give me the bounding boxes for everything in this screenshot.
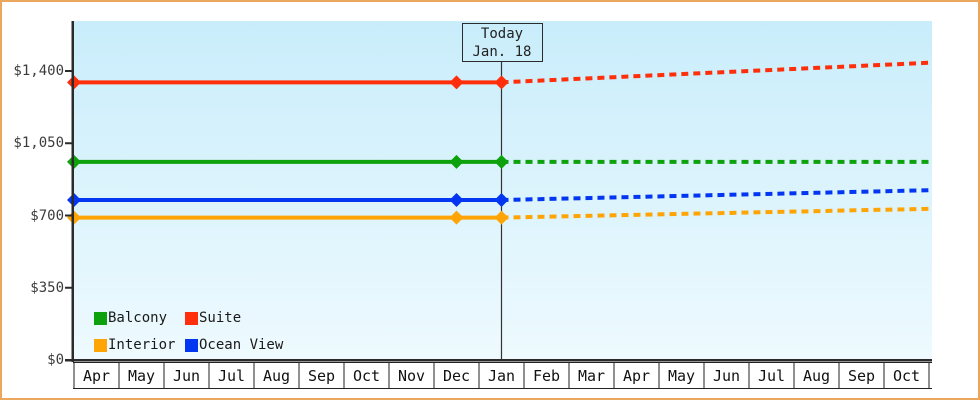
x-axis-month-cell: Apr — [622, 367, 651, 385]
x-axis-month-cell: Jan — [487, 367, 516, 385]
y-axis-tick-label: $350 — [30, 279, 64, 296]
x-axis-line — [65, 359, 932, 362]
x-axis-month-cell: Aug — [262, 367, 291, 385]
data-point-marker-balcony — [494, 154, 509, 169]
y-axis-tick — [65, 214, 73, 217]
data-point-marker-balcony — [449, 154, 464, 169]
data-point-marker-suite — [494, 75, 509, 90]
today-label: Today — [480, 25, 524, 42]
data-point-marker-interior — [494, 210, 509, 225]
data-point-marker-ocean-view — [449, 193, 464, 208]
x-axis-month-cell: May — [667, 367, 696, 385]
legend: Balcony Suite Interior Ocean View — [94, 310, 283, 353]
data-point-marker-ocean-view — [494, 193, 509, 208]
x-axis-month-cell: Mar — [577, 367, 606, 385]
x-axis-month-cell: Oct — [892, 367, 921, 385]
x-axis-month-cell: Jul — [217, 367, 246, 385]
legend-item-ocean-view: Ocean View — [185, 337, 283, 353]
balcony-color-swatch-icon — [94, 311, 107, 325]
data-point-marker-suite — [449, 75, 464, 90]
x-axis-month-cell: Nov — [397, 367, 426, 385]
y-axis-tick-label: $1,400 — [13, 63, 64, 79]
interior-color-swatch-icon — [94, 338, 107, 352]
legend-label: Interior — [108, 337, 176, 353]
y-axis-line — [71, 21, 74, 362]
today-date-label: Jan. 18 — [472, 43, 532, 60]
y-axis-tick-label: $1,050 — [13, 135, 64, 152]
x-axis-month-cell: Sep — [847, 367, 876, 385]
x-axis-month-cell: Sep — [307, 367, 336, 385]
legend-label: Ocean View — [199, 337, 284, 353]
legend-item-balcony: Balcony — [94, 310, 185, 326]
x-axis-month-cell: Jun — [712, 367, 741, 385]
y-axis-tick — [65, 359, 73, 361]
x-axis-month-cell: Jun — [172, 367, 201, 385]
x-axis-month-cell: Feb — [532, 367, 561, 385]
legend-label: Balcony — [108, 310, 168, 326]
legend-item-suite: Suite — [185, 310, 283, 326]
x-axis-month-cell: May — [127, 367, 156, 385]
y-axis-tick — [65, 142, 73, 145]
suite-color-swatch-icon — [185, 311, 198, 325]
x-axis-month-cell: Apr — [82, 367, 111, 385]
legend-label: Suite — [199, 310, 242, 326]
series-line-suite-forecast — [501, 60, 933, 85]
series-line-ocean-view-forecast — [501, 188, 933, 203]
y-axis-tick — [65, 286, 73, 289]
y-axis-tick — [65, 70, 73, 72]
series-line-interior-forecast — [501, 206, 933, 220]
data-point-marker-interior — [449, 210, 464, 225]
y-axis-tick-label: $0 — [47, 352, 64, 368]
legend-item-interior: Interior — [94, 337, 185, 353]
y-axis-tick-label: $700 — [30, 207, 64, 224]
x-axis-month-cell: Dec — [442, 367, 471, 385]
ocean-view-color-swatch-icon — [185, 338, 198, 352]
today-annotation-box: Today Jan. 18 — [461, 23, 543, 62]
x-axis-month-cell: Oct — [352, 367, 381, 385]
x-axis-month-cell: Aug — [802, 367, 831, 385]
x-axis-month-cell: Jul — [757, 367, 786, 385]
